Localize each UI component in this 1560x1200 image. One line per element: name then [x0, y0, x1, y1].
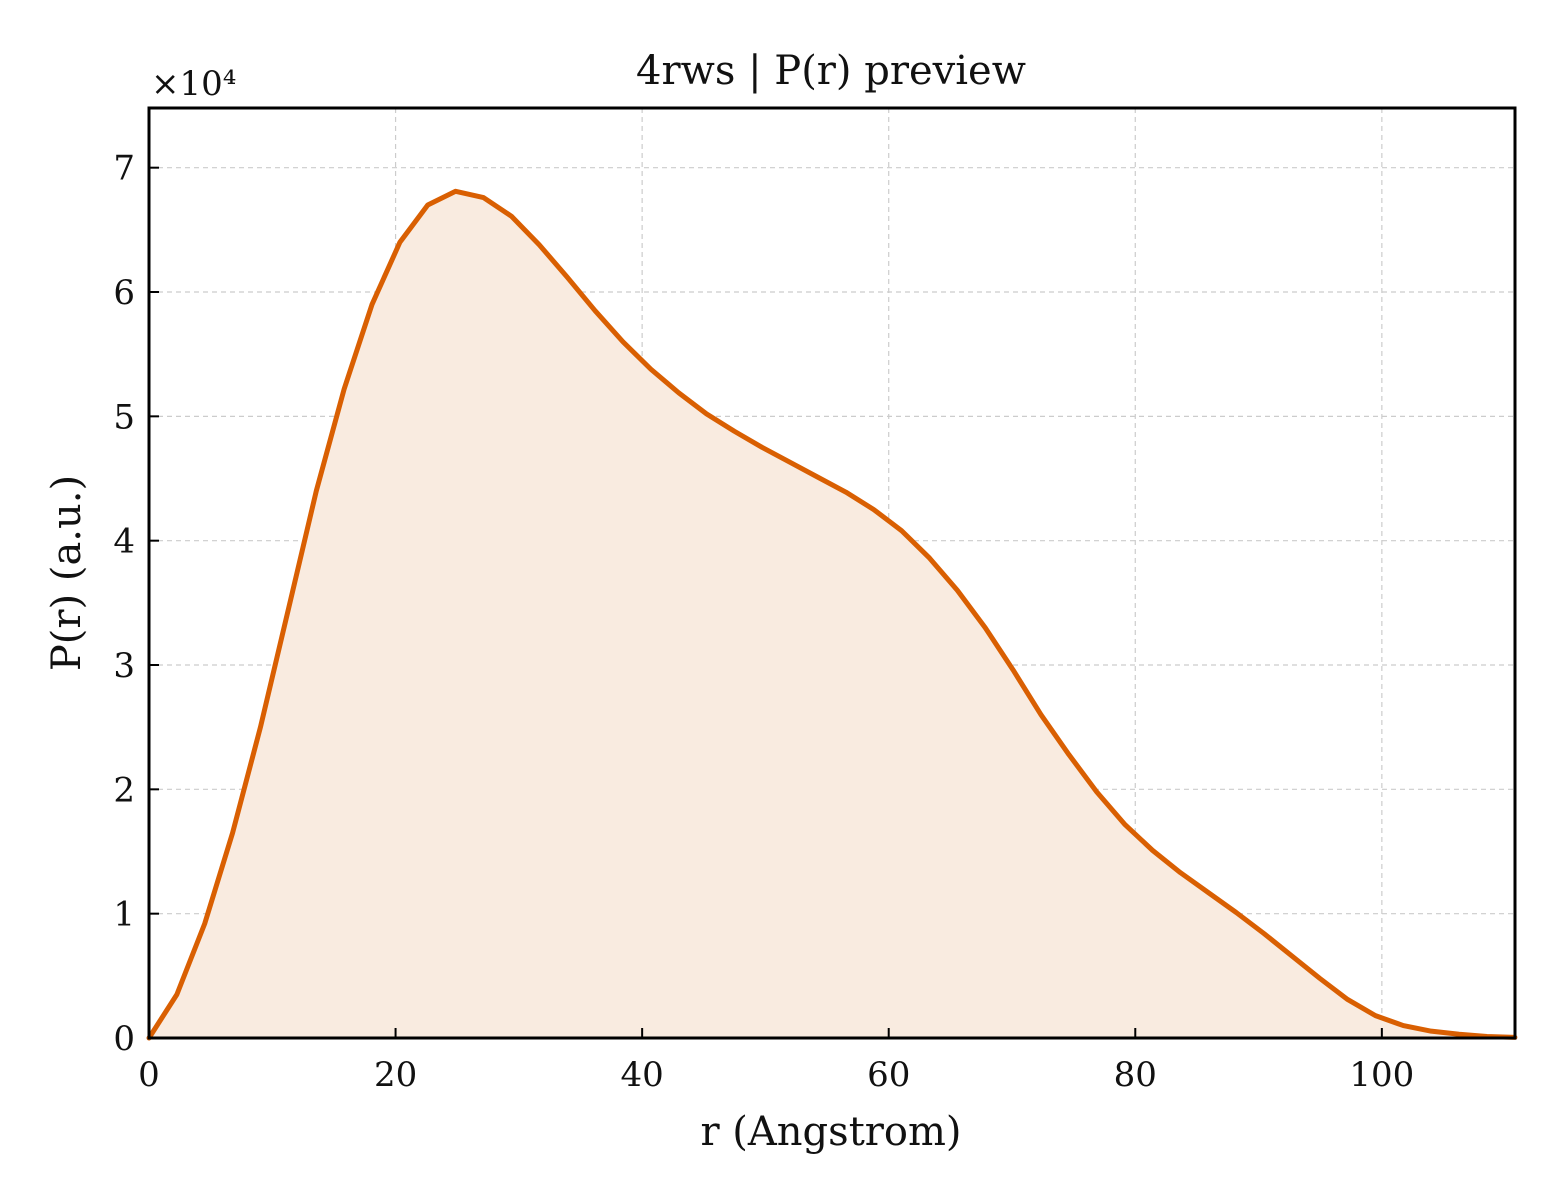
series-line — [146, 188, 1518, 1041]
y-tick-label: 4 — [113, 522, 135, 562]
y-axis-offset-label: ×10⁴ — [151, 64, 236, 104]
area-fill — [149, 191, 1515, 1039]
y-tick-label: 0 — [113, 1019, 135, 1059]
area-layer — [146, 188, 1518, 1041]
y-tick-label: 7 — [113, 149, 135, 189]
y-tick-label: 6 — [113, 273, 135, 313]
x-tick-label: 100 — [1349, 1055, 1414, 1095]
x-tick-label: 20 — [374, 1055, 417, 1095]
x-axis-label: r (Angstrom) — [700, 1109, 961, 1155]
y-axis-label: P(r) (a.u.) — [44, 475, 90, 671]
x-tick-label: 60 — [867, 1055, 910, 1095]
y-tick-label: 3 — [113, 646, 135, 686]
axes-layer — [147, 106, 1517, 1040]
axes-frame — [147, 106, 1517, 1040]
y-tick-label: 5 — [113, 397, 135, 437]
x-tick-label: 0 — [138, 1055, 160, 1095]
ticks-layer: 0 20 40 60 80 100 0 1 2 3 4 5 6 7 — [113, 149, 1414, 1095]
chart-title: 4rws | P(r) preview — [636, 48, 1026, 94]
y-tick-label: 2 — [113, 770, 135, 810]
x-tick-label: 40 — [621, 1055, 664, 1095]
x-tick-label: 80 — [1114, 1055, 1157, 1095]
y-tick-label: 1 — [113, 895, 135, 935]
